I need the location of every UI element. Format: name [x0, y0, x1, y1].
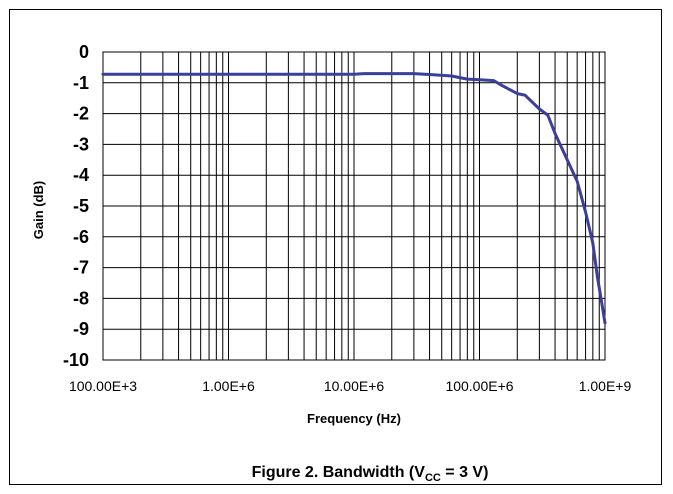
x-tick-label: 100.00E+6	[445, 378, 513, 394]
x-tick-label: 10.00E+6	[324, 378, 385, 394]
y-axis-label: Gain (dB)	[31, 181, 46, 240]
y-tick-label: -3	[73, 134, 89, 154]
x-tick-label: 1.00E+9	[579, 378, 632, 394]
plot-area	[102, 51, 606, 361]
caption-subscript: CC	[425, 472, 441, 484]
caption-prefix: Figure 2. Bandwidth (V	[252, 464, 426, 481]
y-tick-label: 0	[79, 42, 89, 62]
y-tick-label: -6	[73, 227, 89, 247]
x-tick-labels: 100.00E+3 1.00E+6 10.00E+6 100.00E+6 1.00E+9	[69, 378, 632, 394]
x-tick-label: 100.00E+3	[69, 378, 137, 394]
caption-suffix: = 3 V)	[441, 464, 489, 481]
gain-series-line	[101, 72, 607, 325]
y-tick-label: -4	[73, 165, 89, 185]
y-tick-label: -9	[73, 319, 89, 339]
y-tick-labels: 0 -1 -2 -3 -4 -5 -6 -7 -8 -9 -10	[63, 42, 89, 370]
y-tick-label: -7	[73, 258, 89, 278]
y-tick-label: -10	[63, 350, 89, 370]
figure-frame	[9, 9, 662, 485]
y-tick-label: -2	[73, 104, 89, 124]
x-tick-label: 1.00E+6	[202, 378, 255, 394]
x-axis-label: Frequency (Hz)	[307, 411, 401, 426]
y-tick-label: -8	[73, 288, 89, 308]
figure-caption: Figure 2. Bandwidth (VCC = 3 V)	[252, 464, 489, 484]
y-tick-label: -5	[73, 196, 89, 216]
y-tick-label: -1	[73, 73, 89, 93]
